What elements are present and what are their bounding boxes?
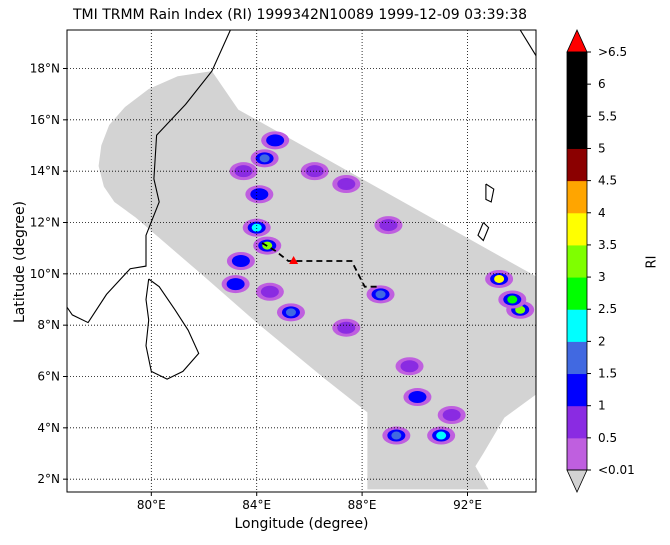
- colorbar-segment: [567, 405, 587, 439]
- y-tick-label: 2°N: [37, 472, 60, 486]
- colorbar-segment: [567, 148, 587, 182]
- rain-cell-core: [391, 431, 402, 440]
- colorbar-tick-label: >6.5: [598, 45, 627, 59]
- colorbar-segment: [567, 277, 587, 310]
- y-tick-label: 18°N: [30, 62, 60, 76]
- rain-cell-core: [436, 431, 447, 440]
- rain-cell-core: [341, 323, 352, 332]
- island-coastline: [477, 222, 490, 242]
- chart-title: TMI TRMM Rain Index (RI) 1999342N10089 1…: [72, 7, 528, 23]
- rain-cell-core: [494, 274, 505, 283]
- colorbar-tick-label: 1.5: [598, 367, 617, 381]
- island-coastline: [485, 183, 495, 203]
- colorbar-tick-label: 3: [598, 270, 606, 284]
- colorbar-segment: [567, 180, 587, 214]
- rain-cell-core: [404, 362, 415, 371]
- y-tick-label: 10°N: [30, 267, 60, 281]
- rain-cell-core: [341, 180, 352, 188]
- island-coastline: [519, 30, 536, 56]
- colorbar-tick-label: <0.01: [598, 463, 635, 477]
- y-tick-label: 16°N: [30, 113, 60, 127]
- y-tick-label: 4°N: [37, 421, 60, 435]
- rain-cell-core: [235, 257, 246, 265]
- colorbar-tick-label: 4.5: [598, 174, 617, 188]
- rain-cell-core: [259, 154, 270, 163]
- y-tick-label: 14°N: [30, 164, 60, 178]
- x-tick-label: 92°E: [453, 498, 482, 512]
- x-ticks: 80°E 84°E 88°E 92°E: [137, 492, 482, 512]
- colorbar-tick-label: 5: [598, 141, 606, 155]
- rain-cell-core: [412, 393, 423, 402]
- rain-cells: [221, 131, 535, 445]
- colorbar-frame: [566, 51, 588, 471]
- x-tick-label: 84°E: [242, 498, 271, 512]
- rain-cell-core: [285, 308, 296, 317]
- rain-cell-core: [254, 190, 265, 199]
- y-ticks: 2°N 4°N 6°N 8°N 10°N 12°N 14°N 16°N 18°N: [30, 62, 67, 486]
- storm-center-marker: [289, 256, 299, 264]
- plot-frame: [66, 29, 537, 493]
- rain-cell-core: [383, 221, 394, 230]
- colorbar-over-arrow: [566, 29, 588, 53]
- colorbar-tick-label: 3.5: [598, 238, 617, 252]
- colorbar-tick-label: 5.5: [598, 109, 617, 123]
- rain-cell-core: [270, 136, 281, 145]
- y-tick-label: 6°N: [37, 370, 60, 384]
- x-axis-label: Longitude (degree): [234, 516, 369, 532]
- colorbar-segment: [567, 244, 587, 278]
- rain-cell-core: [230, 280, 241, 289]
- y-tick-label: 12°N: [30, 216, 60, 230]
- coastline: [67, 30, 536, 380]
- india-coastline: [67, 30, 231, 324]
- colorbar-tick-label: 4: [598, 206, 606, 220]
- x-tick-label: 88°E: [348, 498, 377, 512]
- y-tick-label: 8°N: [37, 318, 60, 332]
- colorbar-tick-label: 6: [598, 77, 606, 91]
- rain-cell-core: [375, 290, 386, 299]
- colorbar-segment: [567, 341, 587, 375]
- map-layer: [67, 30, 536, 492]
- satellite-swath: [98, 71, 536, 490]
- colorbar-segment: [567, 212, 587, 246]
- rain-cell-core: [507, 295, 518, 304]
- x-tick-label: 80°E: [137, 498, 166, 512]
- rain-cell-core: [251, 223, 262, 232]
- storm-track: [261, 242, 378, 288]
- colorbar-under-arrow: [566, 469, 588, 493]
- colorbar-segment: [567, 437, 587, 471]
- colorbar-segment: [567, 116, 587, 149]
- rain-cell-core: [446, 411, 457, 419]
- colorbar-tick-label: 0.5: [598, 431, 617, 445]
- colorbar-tick-label: 2.5: [598, 302, 617, 316]
- colorbar: <0.01 0.5 1 1.5 2 2.5 3 3.5 4 4.5 5 5.5 6 >6.5: [566, 29, 635, 493]
- colorbar-tick-label: 1: [598, 399, 606, 413]
- rain-cell-core: [238, 167, 249, 176]
- colorbar-segment: [567, 373, 587, 407]
- gridlines: [67, 30, 536, 492]
- sri-lanka-coastline: [145, 278, 200, 380]
- colorbar-tick-label: 2: [598, 334, 606, 348]
- colorbar-segment: [567, 309, 587, 342]
- rain-cell-core: [309, 167, 320, 176]
- colorbar-segment: [567, 52, 587, 85]
- rain-cell-core: [264, 287, 275, 296]
- colorbar-segment: [567, 84, 587, 117]
